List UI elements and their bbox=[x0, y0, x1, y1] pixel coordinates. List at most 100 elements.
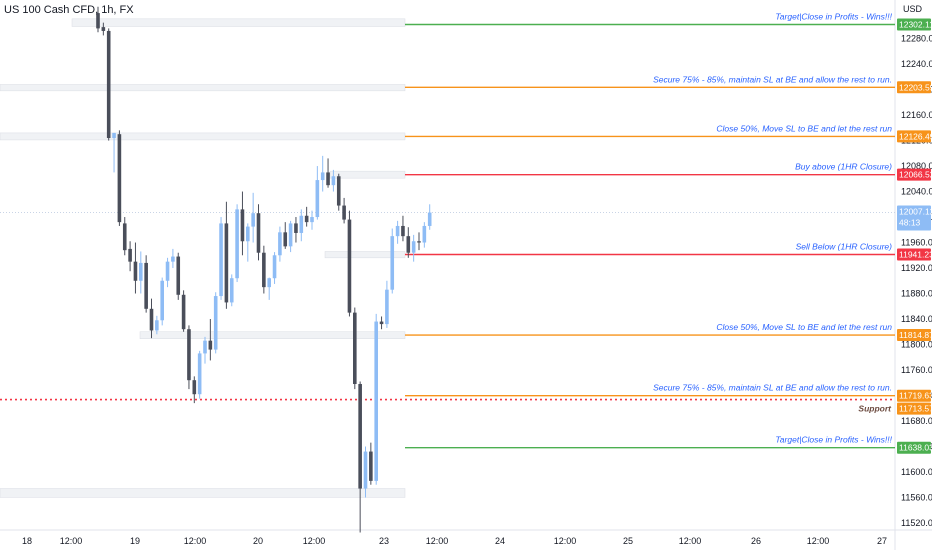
support-annotation: Support bbox=[858, 404, 892, 414]
y-tick-label: 12160.00 bbox=[901, 110, 932, 120]
secure-upper-price-box bbox=[897, 81, 931, 94]
candle-body bbox=[122, 223, 127, 251]
candle-body bbox=[235, 209, 239, 279]
candle-body bbox=[315, 180, 320, 218]
y-tick-label: 11560.00 bbox=[901, 492, 932, 502]
x-tick-label: 18 bbox=[22, 536, 32, 546]
close50-upper-price-box bbox=[897, 130, 931, 143]
zone-band bbox=[329, 170, 406, 179]
candle-body bbox=[427, 212, 432, 226]
sell-below-annotation: Sell Below (1HR Closure) bbox=[796, 241, 893, 251]
candle-body bbox=[417, 241, 421, 243]
sell-below-price-label: 11941.23 bbox=[899, 249, 932, 259]
candle-body bbox=[406, 236, 411, 253]
zone-band bbox=[0, 488, 406, 498]
candle-body bbox=[326, 172, 330, 186]
y-tick-label: 12240.00 bbox=[901, 59, 932, 69]
candle-body bbox=[347, 219, 352, 313]
candle-body bbox=[411, 241, 416, 253]
candle-body bbox=[379, 321, 384, 325]
close50-lower-annotation: Close 50%, Move SL to BE and let the res… bbox=[716, 322, 892, 332]
candle-body bbox=[160, 280, 164, 321]
buy-above-price-box bbox=[897, 168, 931, 181]
x-tick-label: 12:00 bbox=[554, 536, 577, 546]
candle-body bbox=[155, 320, 159, 331]
candle-body bbox=[203, 340, 207, 354]
candle-body bbox=[101, 27, 106, 31]
target-upper-price-box bbox=[897, 18, 931, 31]
candle-body bbox=[181, 294, 186, 330]
target-upper-price-label: 12302.11 bbox=[899, 20, 932, 30]
secure-upper-annotation: Secure 75% - 85%, maintain SL at BE and … bbox=[653, 74, 892, 84]
x-tick-label: 25 bbox=[623, 536, 633, 546]
y-tick-label: 11760.00 bbox=[901, 365, 932, 375]
candle-body bbox=[272, 255, 277, 279]
zone-band bbox=[0, 84, 406, 92]
close50-lower-price-label: 11814.87 bbox=[899, 330, 932, 340]
secure-lower-price-box bbox=[897, 389, 931, 402]
candle-body bbox=[353, 312, 357, 385]
candle-body bbox=[251, 213, 255, 227]
candle-body bbox=[187, 329, 191, 381]
candle-body bbox=[288, 223, 293, 247]
candle-body bbox=[294, 223, 298, 233]
countdown-label: 48:13 bbox=[899, 217, 921, 227]
candle-body bbox=[363, 451, 368, 489]
symbol-title: US 100 Cash CFD, 1h, FX bbox=[4, 4, 134, 16]
candle-body bbox=[369, 451, 373, 481]
y-tick-label: 11680.00 bbox=[901, 416, 932, 426]
candle-body bbox=[256, 213, 261, 253]
y-tick-label: 12040.00 bbox=[901, 187, 932, 197]
candle-body bbox=[192, 380, 197, 395]
x-tick-label: 19 bbox=[130, 536, 140, 546]
y-tick-label: 11800.00 bbox=[901, 339, 932, 349]
target-upper-annotation: Target|Close in Profits - Wins!!! bbox=[775, 12, 892, 22]
y-tick-label: 12080.00 bbox=[901, 161, 932, 171]
candle-body bbox=[336, 176, 341, 206]
candle-body bbox=[229, 278, 234, 303]
y-tick-label: 11960.00 bbox=[901, 238, 932, 248]
candle-body bbox=[320, 172, 325, 181]
candle-body bbox=[117, 134, 122, 223]
currency-label: USD bbox=[903, 4, 923, 14]
x-tick-label: 12:00 bbox=[184, 536, 207, 546]
candle-body bbox=[176, 256, 181, 295]
candle-body bbox=[299, 215, 304, 233]
x-tick-label: 12:00 bbox=[426, 536, 449, 546]
x-tick-label: 26 bbox=[751, 536, 761, 546]
secure-lower-annotation: Secure 75% - 85%, maintain SL at BE and … bbox=[653, 383, 892, 393]
candle-body bbox=[139, 262, 143, 281]
candle-body bbox=[149, 308, 154, 331]
x-tick-label: 23 bbox=[379, 536, 389, 546]
sell-below-price-box bbox=[897, 248, 931, 261]
zone-band bbox=[0, 132, 406, 141]
candle-body bbox=[262, 252, 266, 288]
zone-band bbox=[139, 331, 406, 340]
candle-body bbox=[310, 217, 314, 223]
close50-upper-annotation: Close 50%, Move SL to BE and let the res… bbox=[716, 123, 892, 133]
candle-body bbox=[304, 215, 309, 223]
target-lower-annotation: Target|Close in Profits - Wins!!! bbox=[775, 435, 892, 445]
secure-lower-price-label: 11719.63 bbox=[899, 391, 932, 401]
candle-body bbox=[342, 205, 346, 220]
candle-body bbox=[267, 278, 271, 288]
candle-body bbox=[224, 223, 229, 303]
candle-body bbox=[374, 321, 378, 481]
candle-body bbox=[240, 209, 245, 242]
current-price-label: 12007.12 bbox=[899, 206, 932, 216]
candle-body bbox=[401, 225, 405, 237]
x-tick-label: 20 bbox=[253, 536, 263, 546]
candle-body bbox=[331, 176, 336, 186]
candle-body bbox=[144, 262, 148, 309]
close50-lower-price-box bbox=[897, 329, 931, 342]
x-tick-label: 12:00 bbox=[807, 536, 830, 546]
candle-body bbox=[128, 248, 132, 262]
candle-body bbox=[422, 225, 427, 243]
x-tick-label: 27 bbox=[877, 536, 887, 546]
candle-body bbox=[385, 289, 389, 325]
candle-body bbox=[112, 132, 116, 139]
y-tick-label: 11600.00 bbox=[901, 467, 932, 477]
candle-body bbox=[133, 261, 138, 281]
candle-body bbox=[171, 256, 175, 262]
